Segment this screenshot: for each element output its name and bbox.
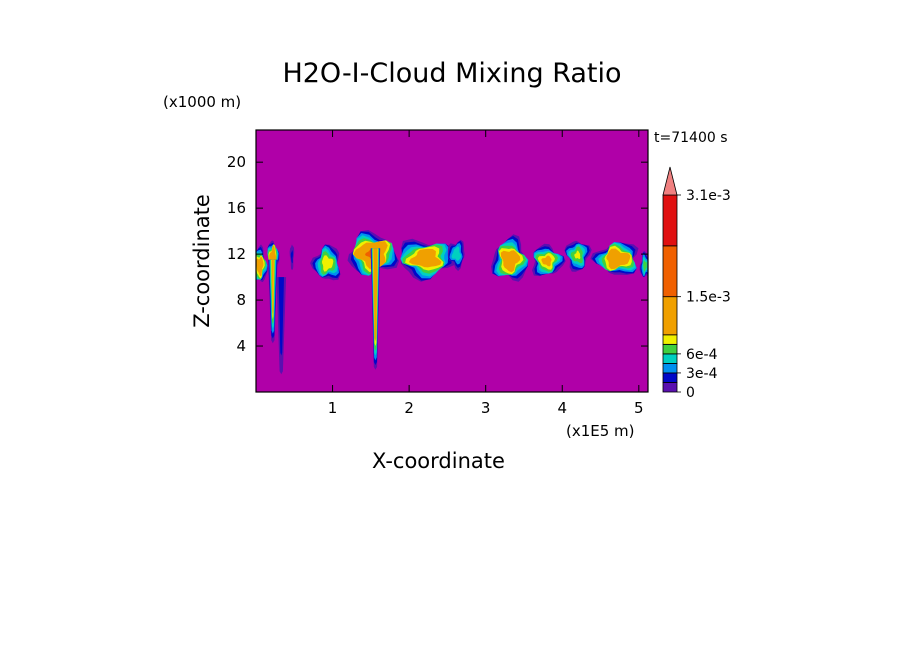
- cloud-blob: [310, 244, 341, 281]
- colorbar-segment: [662, 194, 678, 247]
- cloud-streak: [276, 277, 287, 375]
- colorbar-segment: [662, 382, 678, 393]
- cloud-contour: [574, 250, 581, 259]
- y-tick-label: 20: [227, 153, 246, 171]
- cloud-streak: [370, 248, 381, 370]
- x-tick-label: 1: [328, 399, 338, 417]
- cloud-blob: [447, 239, 465, 271]
- x-tick-label: 4: [557, 399, 567, 417]
- cloud-contour: [451, 246, 462, 261]
- time-label: t=71400 s: [654, 130, 728, 146]
- colorbar-segment: [662, 353, 678, 364]
- cloud-contour: [500, 250, 521, 273]
- colorbar-tick-label: 3e-4: [686, 366, 718, 382]
- colorbar-segment: [662, 334, 678, 345]
- cloud-contour: [643, 260, 647, 272]
- cloud-blob: [532, 243, 566, 277]
- x-tick-label: 5: [634, 399, 644, 417]
- colorbar-tick-label: 6e-4: [686, 347, 718, 363]
- cloud-contour: [256, 256, 264, 277]
- colorbar-tick-label: 3.1e-3: [686, 188, 731, 204]
- x-axis-scale-label: (x1E5 m): [566, 422, 635, 440]
- cloud-streak: [268, 259, 278, 344]
- cloud-blob: [256, 244, 268, 283]
- y-tick-label: 12: [227, 245, 246, 263]
- cloud-blob: [491, 234, 529, 282]
- streak-contour: [373, 248, 378, 342]
- cloud-blob: [289, 244, 295, 270]
- colorbar: 0 3e-4 6e-4 1.5e-3 3.1e-3: [662, 166, 731, 401]
- cloud-blob: [400, 238, 457, 282]
- y-tick-label: 8: [236, 291, 246, 309]
- colorbar-segment: [662, 245, 678, 298]
- cloud-blob: [590, 242, 639, 275]
- cloud-contour: [290, 250, 293, 264]
- y-tick-label: 4: [236, 337, 246, 355]
- cloud-field: [256, 230, 648, 375]
- colorbar-segment: [662, 363, 678, 374]
- y-tick-label: 16: [227, 199, 246, 217]
- cloud-blob: [564, 240, 592, 272]
- cloud-contour: [541, 255, 552, 267]
- cloud-contour: [408, 248, 442, 268]
- streak-contour: [271, 259, 274, 315]
- colorbar-tick-label: 0: [686, 385, 695, 401]
- chart-title: H2O-I-Cloud Mixing Ratio: [282, 58, 622, 89]
- colorbar-segment: [662, 372, 678, 383]
- streak-contour: [278, 277, 284, 356]
- plot-frame: [255, 129, 649, 393]
- cloud-blob: [639, 250, 648, 278]
- colorbar-extend-arrow: [662, 166, 678, 196]
- colorbar-tick-label: 1.5e-3: [686, 290, 731, 306]
- colorbar-segment: [662, 296, 678, 336]
- x-tick-label: 3: [481, 399, 491, 417]
- y-axis-scale-label: (x1000 m): [163, 93, 242, 111]
- x-axis-title: X-coordinate: [372, 449, 505, 473]
- cloud-contour: [606, 248, 631, 270]
- cloud-contour: [322, 255, 334, 272]
- colorbar-segment: [662, 343, 678, 355]
- x-tick-label: 2: [404, 399, 414, 417]
